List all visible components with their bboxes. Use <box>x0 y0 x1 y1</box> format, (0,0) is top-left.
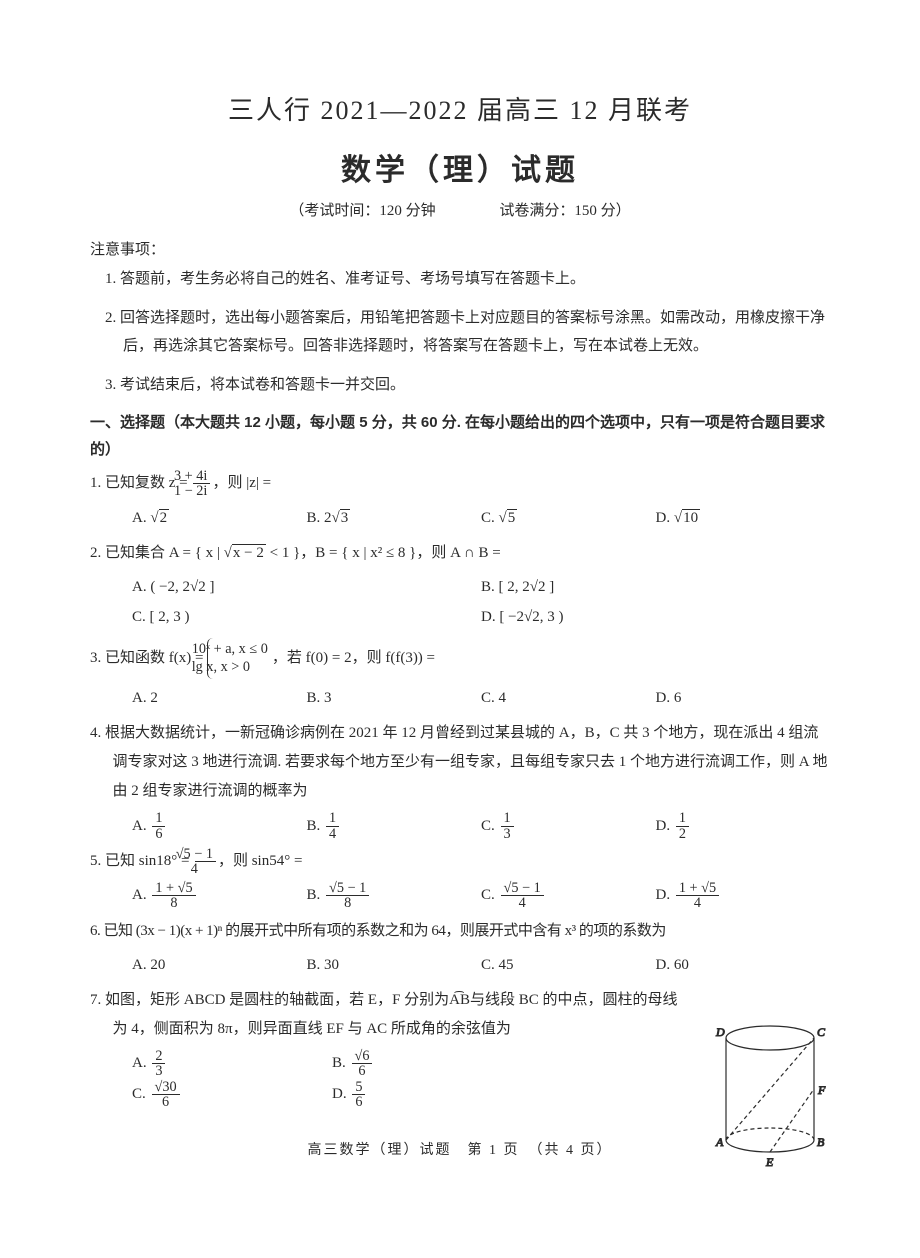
q3-opt-a: A. 2 <box>132 683 307 713</box>
q7-opt-c: C. √306 <box>132 1079 332 1109</box>
q3-stem-a: 3. 已知函数 f(x) = <box>90 650 207 666</box>
exam-info: （考试时间：120 分钟 试卷满分：150 分） <box>90 199 830 220</box>
q5-options: A. 1 + √58 B. √5 − 18 C. √5 − 14 D. 1 + … <box>90 880 830 910</box>
notice-item-2: 2. 回答选择题时，选出每小题答案后，用铅笔把答题卡上对应题目的答案标号涂黑。如… <box>90 304 830 361</box>
q4-opt-a: A. 16 <box>132 811 307 841</box>
q4-options: A. 16 B. 14 C. 13 D. 12 <box>90 811 830 841</box>
q3-cases: 10ˣ + a, x ≤ 0lg x, x > 0 <box>207 638 272 679</box>
q6-opt-a: A. 20 <box>132 950 307 980</box>
q7-options: A. 23 B. √66 C. √306 D. 56 <box>90 1048 532 1109</box>
q2-opt-a: A. ( −2, 2√2 ] <box>132 572 481 602</box>
q4-opt-d: D. 12 <box>656 811 831 841</box>
question-6: 6. 已知 (3x − 1)(x + 1)ⁿ 的展开式中所有项的系数之和为 64… <box>90 917 830 946</box>
label-F: F <box>817 1083 826 1097</box>
full-score: 试卷满分：150 分） <box>499 199 630 220</box>
q4-opt-c: C. 13 <box>481 811 656 841</box>
q2-opt-b: B. [ 2, 2√2 ] <box>481 572 830 602</box>
q3-opt-b: B. 3 <box>307 683 482 713</box>
cylinder-diagram: A B C D E F <box>710 1020 830 1170</box>
q1-stem-b: ，则 |z| = <box>212 475 271 491</box>
q3-stem-b: ，若 f(0) = 2，则 f(f(3)) = <box>272 650 435 666</box>
q7-opt-b: B. √66 <box>332 1048 532 1078</box>
q5-opt-c: C. √5 − 14 <box>481 880 656 910</box>
q2-options: A. ( −2, 2√2 ] B. [ 2, 2√2 ] C. [ 2, 3 )… <box>90 572 830 632</box>
q1-opt-c: C. √5 <box>481 503 656 533</box>
q5-opt-a: A. 1 + √58 <box>132 880 307 910</box>
section-1-title: 一、选择题（本大题共 12 小题，每小题 5 分，共 60 分. 在每小题给出的… <box>90 409 830 463</box>
q7-opt-d: D. 56 <box>332 1079 532 1109</box>
label-A: A <box>715 1135 724 1149</box>
question-2: 2. 已知集合 A = { x | √x − 2 < 1 }，B = { x |… <box>90 539 830 568</box>
q6-options: A. 20 B. 30 C. 45 D. 60 <box>90 950 830 980</box>
q2-opt-c: C. [ 2, 3 ) <box>132 602 481 632</box>
question-4: 4. 根据大数据统计，一新冠确诊病例在 2021 年 12 月曾经到过某县城的 … <box>90 719 830 807</box>
q2-stem-a: 2. 已知集合 A = { x | √ <box>90 545 232 561</box>
q5-opt-d: D. 1 + √54 <box>656 880 831 910</box>
question-3: 3. 已知函数 f(x) = 10ˣ + a, x ≤ 0lg x, x > 0… <box>90 638 830 679</box>
exam-time: （考试时间：120 分钟 <box>289 199 435 220</box>
q3-opt-d: D. 6 <box>656 683 831 713</box>
question-5: 5. 已知 sin18° = √5 − 14，则 sin54° = <box>90 847 830 877</box>
label-D: D <box>715 1025 725 1039</box>
exam-page: 三人行 2021—2022 届高三 12 月联考 数学（理）试题 （考试时间：1… <box>0 0 920 1199</box>
question-1: 1. 已知复数 z = 3 + 4i1 − 2i，则 |z| = <box>90 469 830 499</box>
notice-item-1: 1. 答题前，考生务必将自己的姓名、准考证号、考场号填写在答题卡上。 <box>90 265 830 294</box>
q1-options: A. √2 B. 2√3 C. √5 D. √10 <box>90 503 830 533</box>
q6-opt-b: B. 30 <box>307 950 482 980</box>
q3-options: A. 2 B. 3 C. 4 D. 6 <box>90 683 830 713</box>
q5-given-frac: √5 − 14 <box>195 847 216 877</box>
q1-frac: 3 + 4i1 − 2i <box>193 469 210 499</box>
notice-item-3: 3. 考试结束后，将本试卷和答题卡一并交回。 <box>90 371 830 400</box>
q6-opt-d: D. 60 <box>656 950 831 980</box>
q3-opt-c: C. 4 <box>481 683 656 713</box>
q1-opt-d: D. √10 <box>656 503 831 533</box>
q1-opt-a: A. √2 <box>132 503 307 533</box>
q5-opt-b: B. √5 − 18 <box>307 880 482 910</box>
q1-opt-b: B. 2√3 <box>307 503 482 533</box>
q4-opt-b: B. 14 <box>307 811 482 841</box>
label-B: B <box>817 1135 825 1149</box>
q5-stem-b: ，则 sin54° = <box>218 853 302 869</box>
title-line-2: 数学（理）试题 <box>90 145 830 189</box>
notice-head: 注意事项： <box>90 238 830 259</box>
label-E: E <box>765 1155 774 1169</box>
q6-opt-c: C. 45 <box>481 950 656 980</box>
q2-radical: x − 2 <box>232 544 266 561</box>
q2-opt-d: D. [ −2√2, 3 ) <box>481 602 830 632</box>
q7-opt-a: A. 23 <box>132 1048 332 1078</box>
title-line-1: 三人行 2021—2022 届高三 12 月联考 <box>90 90 830 127</box>
q2-stem-b: < 1 }，B = { x | x² ≤ 8 }，则 A ∩ B = <box>266 545 501 561</box>
label-C: C <box>817 1025 826 1039</box>
